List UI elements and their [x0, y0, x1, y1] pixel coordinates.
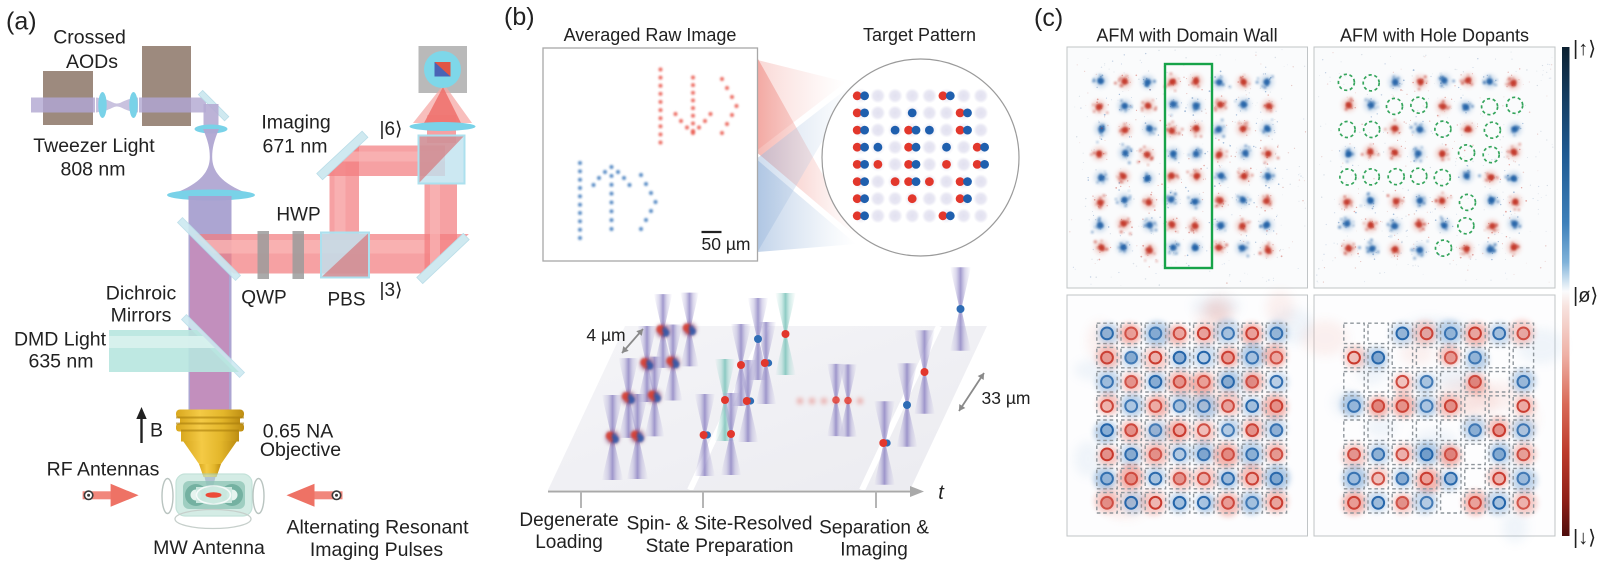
svg-text:HWP: HWP [276, 205, 320, 226]
svg-text:(c): (c) [1034, 4, 1063, 32]
svg-text:|↑⟩: |↑⟩ [1573, 38, 1596, 60]
svg-text:671 nm: 671 nm [262, 136, 327, 158]
svg-text:B: B [150, 420, 163, 442]
svg-text:DMD Light: DMD Light [14, 329, 107, 351]
svg-text:RF Antennas: RF Antennas [47, 459, 160, 481]
svg-text:Separation &: Separation & [819, 518, 929, 539]
svg-text:|ø⟩: |ø⟩ [1573, 285, 1598, 307]
svg-text:Imaging Pulses: Imaging Pulses [310, 539, 444, 561]
svg-text:33 µm: 33 µm [982, 388, 1031, 408]
svg-text:Tweezer Light: Tweezer Light [33, 135, 155, 157]
svg-text:AFM with Hole Dopants: AFM with Hole Dopants [1340, 26, 1529, 46]
svg-text:Spin- & Site-Resolved: Spin- & Site-Resolved [627, 514, 813, 535]
svg-text:|6⟩: |6⟩ [380, 119, 403, 140]
svg-text:QWP: QWP [241, 288, 286, 309]
svg-text:4 µm: 4 µm [586, 325, 625, 345]
svg-text:Alternating Resonant: Alternating Resonant [286, 517, 469, 539]
svg-text:AFM with Domain Wall: AFM with Domain Wall [1096, 26, 1277, 46]
svg-text:Degenerate: Degenerate [519, 510, 618, 531]
svg-text:Imaging: Imaging [261, 112, 330, 134]
svg-text:(b): (b) [504, 3, 535, 31]
svg-text:|↓⟩: |↓⟩ [1573, 527, 1596, 549]
svg-text:Mirrors: Mirrors [111, 305, 172, 327]
svg-text:50 µm: 50 µm [702, 234, 751, 254]
svg-text:t: t [938, 482, 945, 504]
svg-text:Dichroic: Dichroic [106, 283, 177, 305]
svg-text:Imaging: Imaging [840, 540, 908, 561]
svg-text:PBS: PBS [327, 290, 365, 311]
svg-text:(a): (a) [6, 8, 37, 36]
svg-text:635 nm: 635 nm [28, 351, 93, 373]
svg-text:Target Pattern: Target Pattern [863, 25, 976, 45]
svg-text:|3⟩: |3⟩ [380, 280, 403, 301]
svg-text:Objective: Objective [260, 439, 341, 461]
svg-text:808 nm: 808 nm [60, 159, 125, 181]
svg-text:State Preparation: State Preparation [646, 536, 794, 557]
svg-text:Crossed: Crossed [53, 27, 126, 49]
svg-text:Averaged Raw Image: Averaged Raw Image [564, 25, 737, 45]
svg-text:MW Antenna: MW Antenna [153, 537, 265, 559]
svg-text:Loading: Loading [535, 532, 603, 553]
svg-text:AODs: AODs [66, 51, 118, 73]
svg-text:0.65 NA: 0.65 NA [263, 421, 333, 443]
